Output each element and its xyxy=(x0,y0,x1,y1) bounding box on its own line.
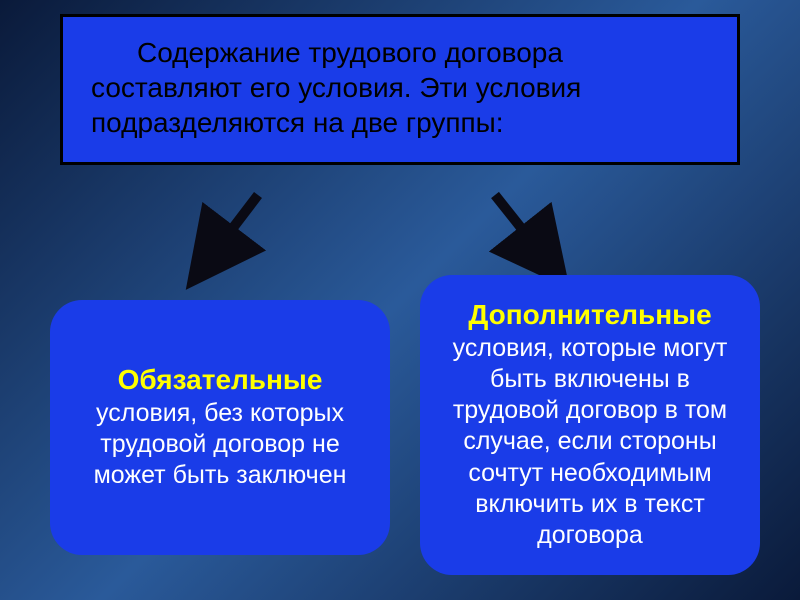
arrow-right xyxy=(495,195,545,258)
additional-box: Дополнительные условия, которые могут бы… xyxy=(420,275,760,575)
additional-heading: Дополнительные xyxy=(438,299,742,331)
mandatory-heading: Обязательные xyxy=(68,364,372,396)
arrow-left xyxy=(210,195,258,258)
intro-box: Содержание трудового договора составляют… xyxy=(60,14,740,165)
mandatory-body: условия, без которых трудовой договор не… xyxy=(68,398,372,492)
additional-body: условия, которые могут быть включены в т… xyxy=(438,333,742,552)
intro-text: Содержание трудового договора составляют… xyxy=(91,35,709,140)
mandatory-box: Обязательные условия, без которых трудов… xyxy=(50,300,390,555)
